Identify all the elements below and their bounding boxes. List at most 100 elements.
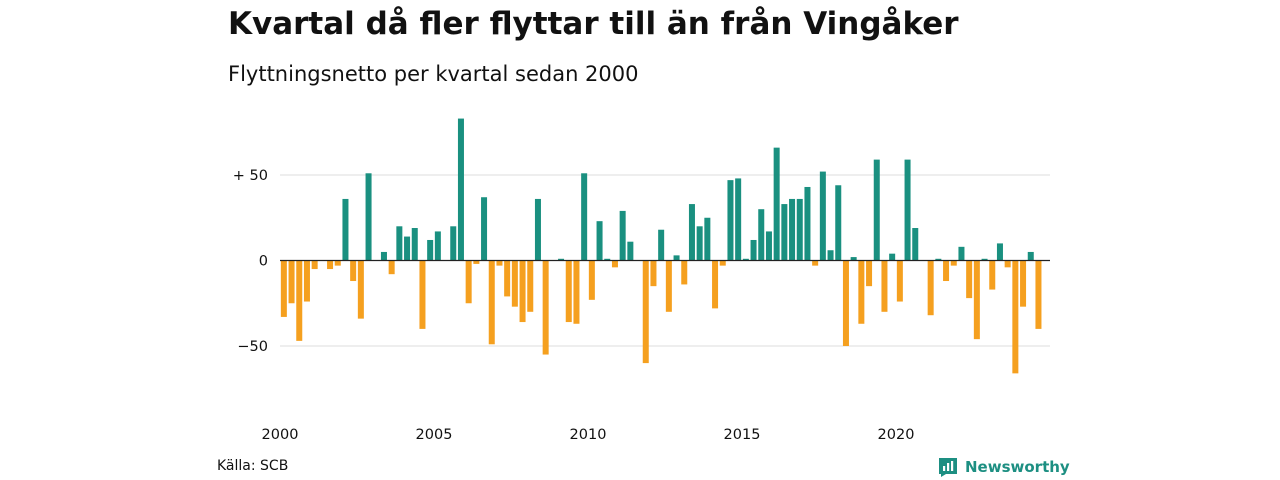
bar-2012K4 bbox=[673, 255, 680, 261]
bar-2018K2 bbox=[842, 260, 849, 346]
bar-2012K3 bbox=[665, 260, 672, 312]
bar-2009K2 bbox=[565, 260, 572, 323]
bar-2015K2 bbox=[750, 239, 757, 261]
bar-2016K2 bbox=[781, 204, 788, 261]
bar-2023K1 bbox=[989, 260, 996, 290]
bar-2010K3 bbox=[604, 258, 611, 261]
bar-2011K1 bbox=[619, 210, 626, 261]
bar-2009K4 bbox=[581, 173, 588, 261]
bar-2000K1 bbox=[280, 260, 287, 317]
bar-2013K4 bbox=[704, 217, 711, 261]
bar-2023K4 bbox=[1012, 260, 1019, 374]
bar-2007K4 bbox=[519, 260, 526, 323]
bar-2018K3 bbox=[850, 257, 857, 261]
y-tick-label: −50 bbox=[237, 339, 268, 355]
bar-2022K1 bbox=[958, 246, 965, 261]
bar-2002K3 bbox=[357, 260, 364, 319]
bar-2005K3 bbox=[450, 226, 457, 261]
bar-2017K3 bbox=[819, 171, 826, 261]
bar-2019K4 bbox=[889, 253, 896, 261]
bar-2017K2 bbox=[812, 260, 819, 266]
bar-2020K1 bbox=[896, 260, 903, 302]
grid-lines bbox=[280, 174, 1050, 347]
bar-2018K1 bbox=[835, 185, 842, 261]
bar-2018K4 bbox=[858, 260, 865, 324]
source-note: Källa: SCB bbox=[217, 458, 289, 474]
bar-2015K4 bbox=[765, 231, 772, 261]
bar-2002K4 bbox=[365, 173, 372, 261]
bar-2003K2 bbox=[380, 251, 387, 261]
bar-2012K1 bbox=[650, 260, 657, 287]
bar-2007K1 bbox=[496, 260, 503, 266]
bar-2008K1 bbox=[527, 260, 534, 312]
bar-2012K2 bbox=[658, 229, 665, 261]
bar-2011K2 bbox=[627, 241, 634, 261]
bar-2010K4 bbox=[611, 260, 618, 268]
bar-2024K2 bbox=[1027, 251, 1034, 261]
bar-2014K1 bbox=[712, 260, 719, 309]
bar-2019K3 bbox=[881, 260, 888, 312]
bar-2022K3 bbox=[973, 260, 980, 340]
bar-2011K4 bbox=[642, 260, 649, 364]
x-tick-label: 2010 bbox=[570, 427, 607, 443]
bar-2001K4 bbox=[334, 260, 341, 266]
bar-2021K1 bbox=[927, 260, 934, 316]
bar-2019K1 bbox=[866, 260, 873, 287]
bar-2015K1 bbox=[742, 258, 749, 261]
bar-2017K4 bbox=[827, 250, 834, 261]
y-tick-label: 0 bbox=[259, 254, 268, 270]
bar-2005K4 bbox=[457, 118, 464, 261]
bar-2022K2 bbox=[966, 260, 973, 299]
brand-logo: Newsworthy bbox=[937, 455, 1070, 479]
y-tick-label: + 50 bbox=[233, 168, 268, 184]
x-tick-label: 2020 bbox=[878, 427, 915, 443]
bar-2014K2 bbox=[719, 260, 726, 266]
bar-2021K3 bbox=[943, 260, 950, 282]
bar-2017K1 bbox=[804, 186, 811, 261]
bar-2008K3 bbox=[542, 260, 549, 355]
bar-2023K3 bbox=[1004, 260, 1011, 268]
bar-2013K1 bbox=[681, 260, 688, 285]
bar-2010K1 bbox=[588, 260, 595, 300]
bar-2006K2 bbox=[473, 260, 480, 264]
bar-2000K2 bbox=[288, 260, 295, 304]
bar-2016K3 bbox=[789, 198, 796, 261]
bar-2019K2 bbox=[873, 159, 880, 261]
x-tick-label: 2005 bbox=[416, 427, 453, 443]
bar-2020K2 bbox=[904, 159, 911, 261]
bar-2000K4 bbox=[303, 260, 310, 302]
bar-2003K3 bbox=[388, 260, 395, 275]
x-tick-label: 2000 bbox=[262, 427, 299, 443]
bar-2008K2 bbox=[534, 198, 541, 261]
bar-2016K1 bbox=[773, 147, 780, 261]
bar-2000K3 bbox=[296, 260, 303, 341]
bar-2004K1 bbox=[404, 236, 411, 261]
bar-2013K2 bbox=[688, 204, 695, 261]
bar-2004K4 bbox=[427, 239, 434, 261]
bar-2015K3 bbox=[758, 209, 765, 261]
bar-2024K3 bbox=[1035, 260, 1042, 329]
bar-2006K3 bbox=[481, 197, 488, 261]
chart-title: Kvartal då fler flyttar till än från Vin… bbox=[228, 6, 959, 42]
bar-2022K4 bbox=[981, 258, 988, 261]
bar-2023K2 bbox=[996, 243, 1003, 261]
bar-2005K1 bbox=[434, 231, 441, 261]
bar-2014K4 bbox=[735, 178, 742, 261]
brand-name: Newsworthy bbox=[965, 458, 1070, 476]
tick-labels: + 50 0 −50 2000 2005 2010 2015 2020 bbox=[233, 168, 915, 443]
bar-2004K3 bbox=[419, 260, 426, 329]
bar-2001K1 bbox=[311, 260, 318, 270]
bar-2009K1 bbox=[558, 258, 565, 261]
bar-2016K4 bbox=[796, 198, 803, 261]
bar-2006K4 bbox=[488, 260, 495, 345]
bar-2007K3 bbox=[511, 260, 518, 307]
x-tick-label: 2015 bbox=[724, 427, 761, 443]
bars bbox=[280, 118, 1042, 374]
bar-2014K3 bbox=[727, 180, 734, 261]
newsworthy-logo-icon bbox=[939, 458, 957, 477]
bar-2020K3 bbox=[912, 228, 919, 261]
bar-2007K2 bbox=[504, 260, 511, 297]
bar-2001K3 bbox=[327, 260, 334, 270]
bar-2003K4 bbox=[396, 226, 403, 261]
